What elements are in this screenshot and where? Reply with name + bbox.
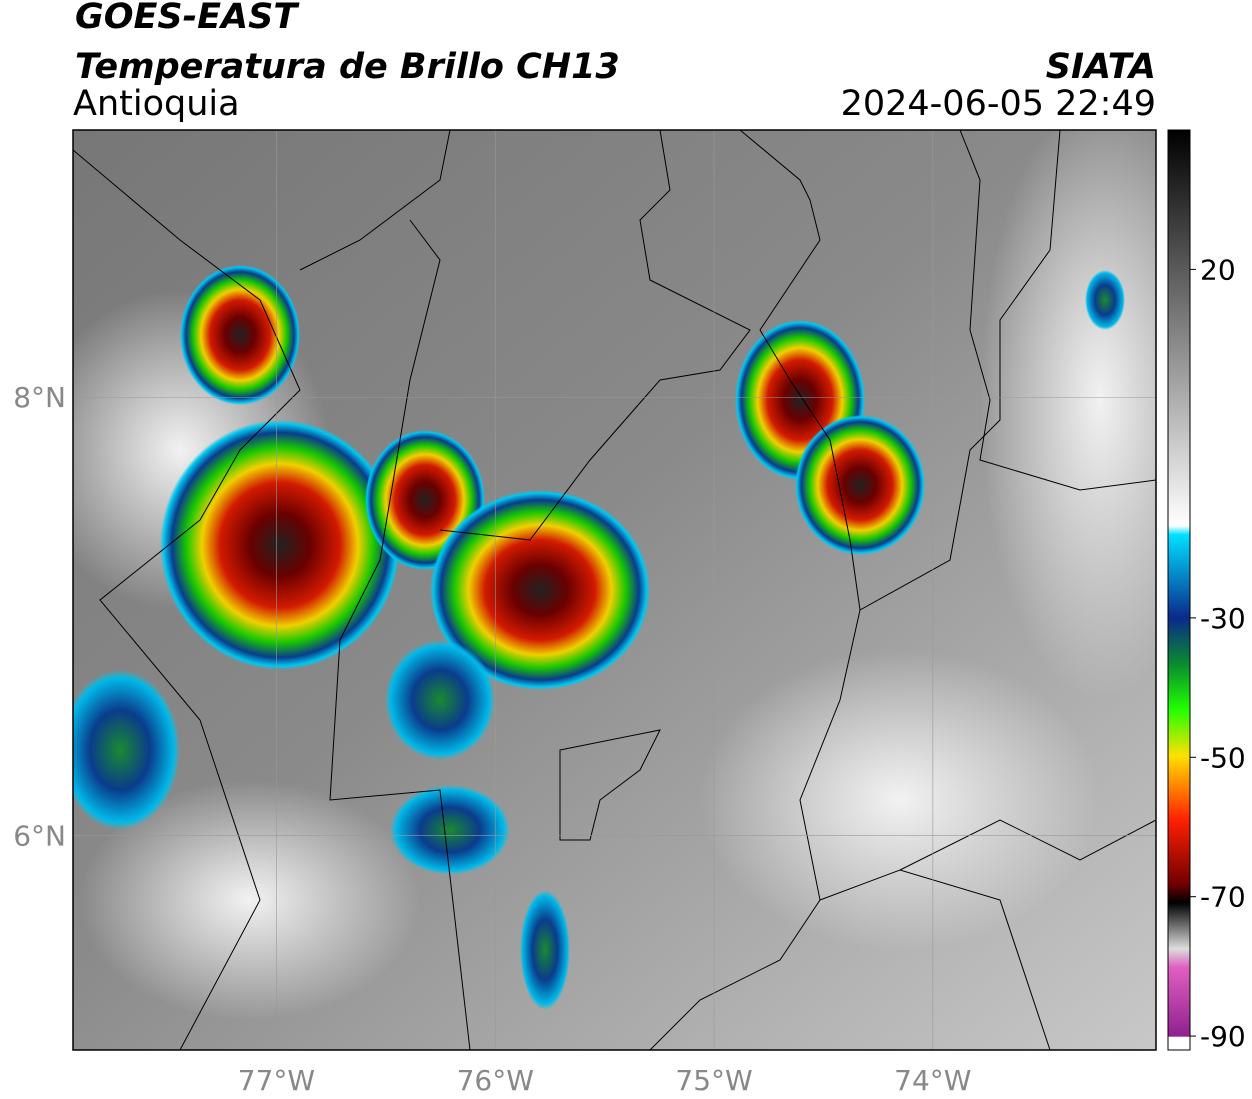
subtitle: Temperatura de Brillo CH13: [75, 47, 620, 87]
colorbar-tick-label: -90: [1200, 1020, 1246, 1053]
graticule: [73, 130, 1156, 1050]
lon-tick-label: 76°W: [457, 1064, 534, 1097]
colorbar-tick-label: -50: [1200, 741, 1246, 774]
colorbar: [1167, 129, 1191, 1051]
lat-tick-label: 8°N: [13, 381, 66, 414]
colorbar-tick-label: -70: [1200, 881, 1246, 914]
datetime: 2024-06-05 22:49: [841, 84, 1156, 124]
map-frame: [72, 129, 1157, 1051]
region: Antioquia: [73, 84, 240, 124]
lon-tick-label: 74°W: [894, 1064, 971, 1097]
satellite-image: [73, 130, 1156, 1050]
colorbar-tick-label: -30: [1200, 602, 1246, 635]
title: GOES-EAST: [75, 0, 300, 37]
source: SIATA: [1046, 47, 1156, 87]
colorbar-tick-label: 20: [1200, 253, 1236, 286]
lat-tick-label: 6°N: [13, 819, 66, 852]
lon-tick-label: 77°W: [238, 1064, 315, 1097]
lon-tick-label: 75°W: [675, 1064, 752, 1097]
